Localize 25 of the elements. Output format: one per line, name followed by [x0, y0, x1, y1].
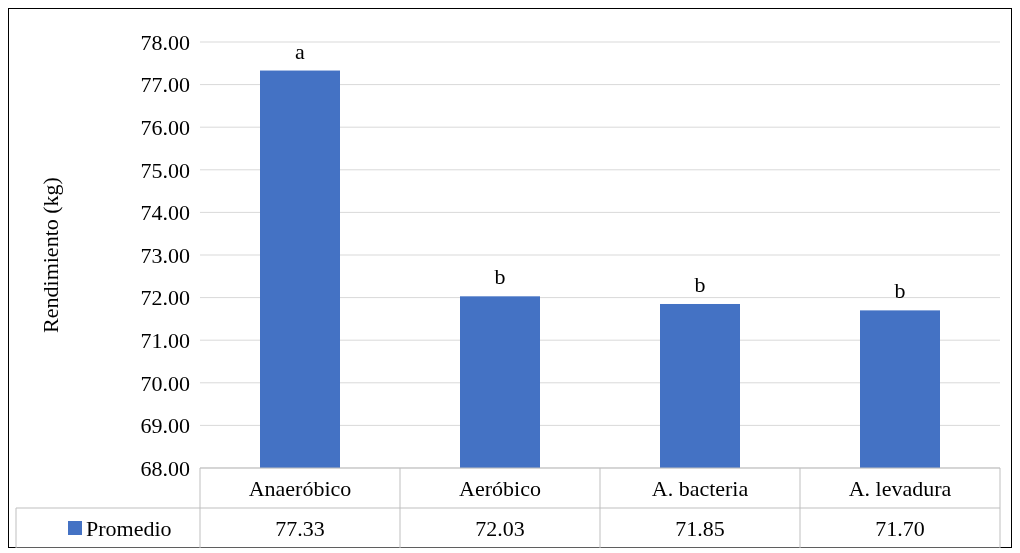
legend-label: Promedio [86, 515, 172, 541]
y-tick-label: 71.00 [140, 327, 190, 353]
data-label: 72.03 [475, 515, 525, 541]
data-label: 71.85 [675, 515, 725, 541]
y-tick-label: 76.00 [140, 114, 190, 140]
y-tick-label: 68.00 [140, 455, 190, 481]
y-tick-label: 77.00 [140, 72, 190, 98]
x-tick-label: A. bacteria [651, 475, 749, 501]
x-tick-label: Anaeróbico [248, 475, 352, 501]
y-axis-title: Rendimiento (kg) [38, 177, 63, 333]
data-label: 71.70 [875, 515, 925, 541]
x-tick-label: A. levadura [848, 475, 952, 501]
annotation: b [494, 264, 506, 290]
annotation: b [694, 271, 706, 297]
data-label: 77.33 [275, 515, 325, 541]
y-tick-label: 78.00 [140, 29, 190, 55]
annotation: a [295, 38, 306, 64]
y-tick-label: 73.00 [140, 242, 190, 268]
y-tick-label: 72.00 [140, 285, 190, 311]
y-tick-label: 74.00 [140, 200, 190, 226]
annotation: b [894, 278, 906, 304]
y-tick-label: 69.00 [140, 413, 190, 439]
y-tick-label: 75.00 [140, 157, 190, 183]
x-tick-label: Aeróbico [459, 475, 541, 501]
y-tick-label: 70.00 [140, 370, 190, 396]
